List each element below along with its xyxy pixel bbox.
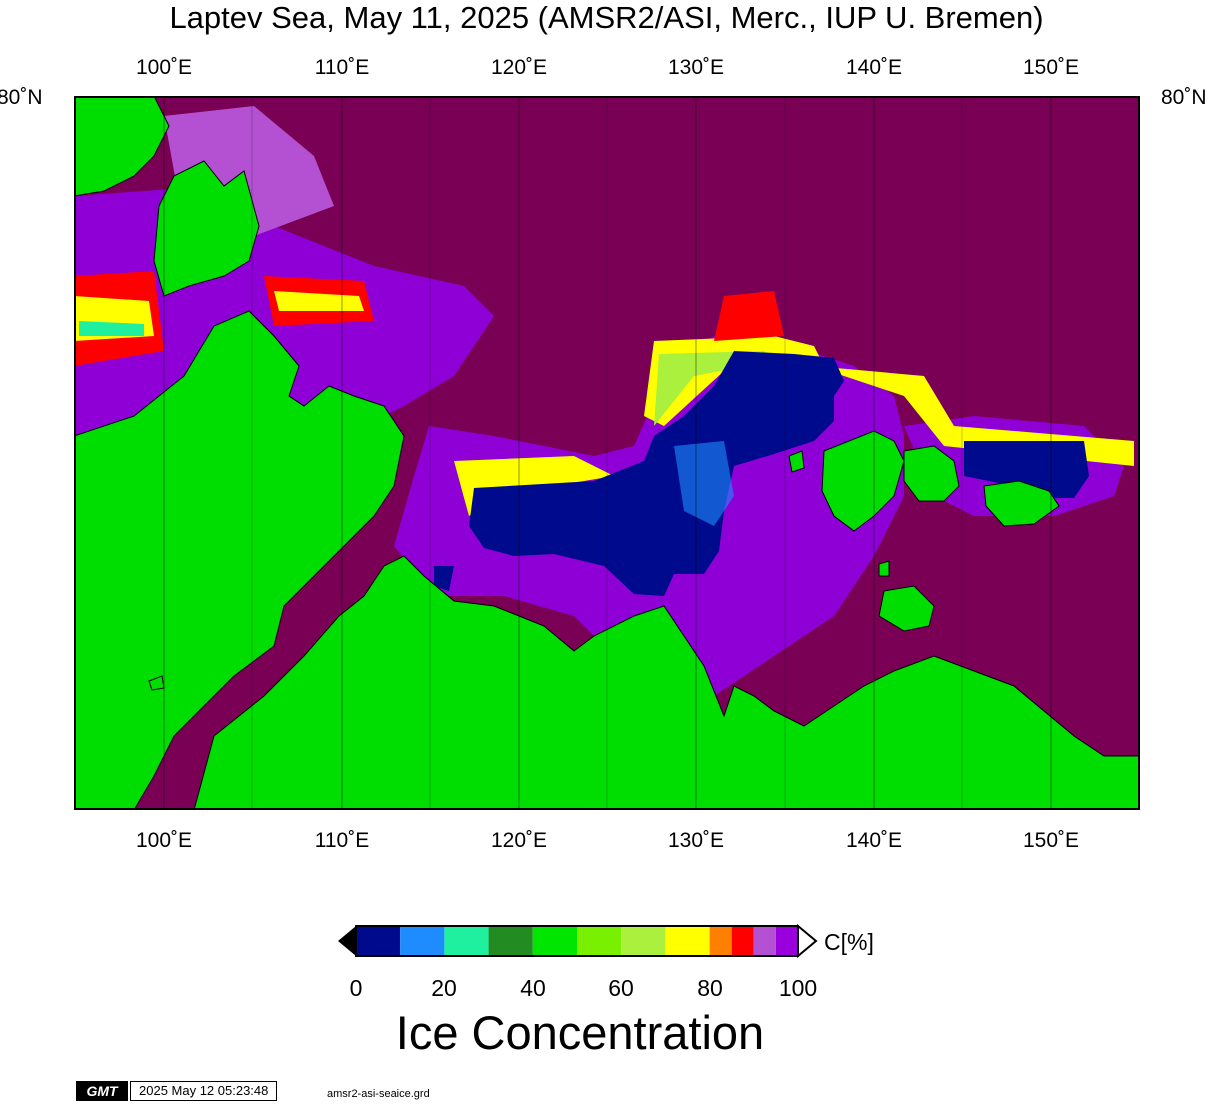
colorbar-swatch xyxy=(577,926,622,956)
fast-ice-core xyxy=(469,351,844,596)
colorbar-tick-0: 0 xyxy=(349,975,363,1001)
lat-label-left: 80˚N xyxy=(0,86,43,109)
lon-tick-top-140: 140˚E xyxy=(845,56,903,79)
colorbar-swatch xyxy=(621,926,666,956)
colorbar-swatch xyxy=(775,926,798,956)
lon-tick-bottom-120: 120˚E xyxy=(490,829,548,852)
fast-ice-east xyxy=(964,441,1089,498)
partial-ice-patch xyxy=(674,441,734,526)
grid-file-label: amsr2-asi-seaice.grd xyxy=(327,1088,430,1100)
colorbar-swatch xyxy=(488,926,533,956)
colorbar-swatch xyxy=(753,926,776,956)
lon-tick-bottom-150: 150˚E xyxy=(1022,829,1080,852)
map-frame xyxy=(74,96,1140,810)
new-siberia-island xyxy=(983,480,1060,527)
colorbar-tick-80: 80 xyxy=(697,975,723,1001)
land xyxy=(74,96,1140,810)
lon-tick-top-120: 120˚E xyxy=(490,56,548,79)
colorbar-swatches xyxy=(356,926,798,956)
colorbar-swatch xyxy=(532,926,577,956)
lon-tick-bottom-100: 100˚E xyxy=(135,829,193,852)
graticule xyxy=(163,96,1052,810)
bolshoy-lyakhovsky-island xyxy=(878,585,935,632)
colorbar-swatch xyxy=(731,926,754,956)
lon-tick-top-100: 100˚E xyxy=(135,56,193,79)
colorbar-tick-40: 40 xyxy=(520,975,546,1001)
colorbar-swatch xyxy=(444,926,489,956)
colorbar-tick-60: 60 xyxy=(608,975,634,1001)
colorbar-frame xyxy=(355,925,799,957)
lon-tick-top-130: 130˚E xyxy=(667,56,725,79)
colorbar-title: Ice Concentration xyxy=(395,1006,765,1059)
colorbar xyxy=(338,924,818,958)
lon-tick-bottom-140: 140˚E xyxy=(845,829,903,852)
gmt-logo: GMT xyxy=(76,1081,128,1101)
severnaya-zemlya xyxy=(74,96,170,197)
colorbar-tick-20: 20 xyxy=(431,975,457,1001)
lon-tick-top-110: 110˚E xyxy=(314,56,370,79)
small-island-2 xyxy=(788,450,805,473)
kotelny-island xyxy=(821,430,905,532)
lat-label-right: 80˚N xyxy=(1161,86,1207,109)
colorbar-swatch xyxy=(356,926,401,956)
map-title: Laptev Sea, May 11, 2025 (AMSR2/ASI, Mer… xyxy=(169,0,1044,35)
laptev-south-coast xyxy=(193,555,1140,810)
colorbar-high-triangle xyxy=(797,924,818,958)
lon-tick-bottom-110: 110˚E xyxy=(314,829,370,852)
lon-tick-top-150: 150˚E xyxy=(1022,56,1080,79)
stolbovoy-island xyxy=(878,560,890,577)
colorbar-swatch xyxy=(709,926,732,956)
colorbar-low-triangle xyxy=(338,926,356,956)
small-ice-patch xyxy=(434,566,454,591)
bolshevik-island xyxy=(153,160,260,297)
timestamp: 2025 May 12 05:23:48 xyxy=(130,1081,278,1101)
colorbar-swatch xyxy=(665,926,710,956)
colorbar-tick-100: 100 xyxy=(778,975,818,1001)
colorbar-swatch xyxy=(400,926,445,956)
lon-tick-bottom-130: 130˚E xyxy=(667,829,725,852)
ice-concentration-map xyxy=(74,96,1140,810)
colorbar-unit: C[%] xyxy=(824,929,874,955)
faddeyevsky-island xyxy=(903,445,960,502)
